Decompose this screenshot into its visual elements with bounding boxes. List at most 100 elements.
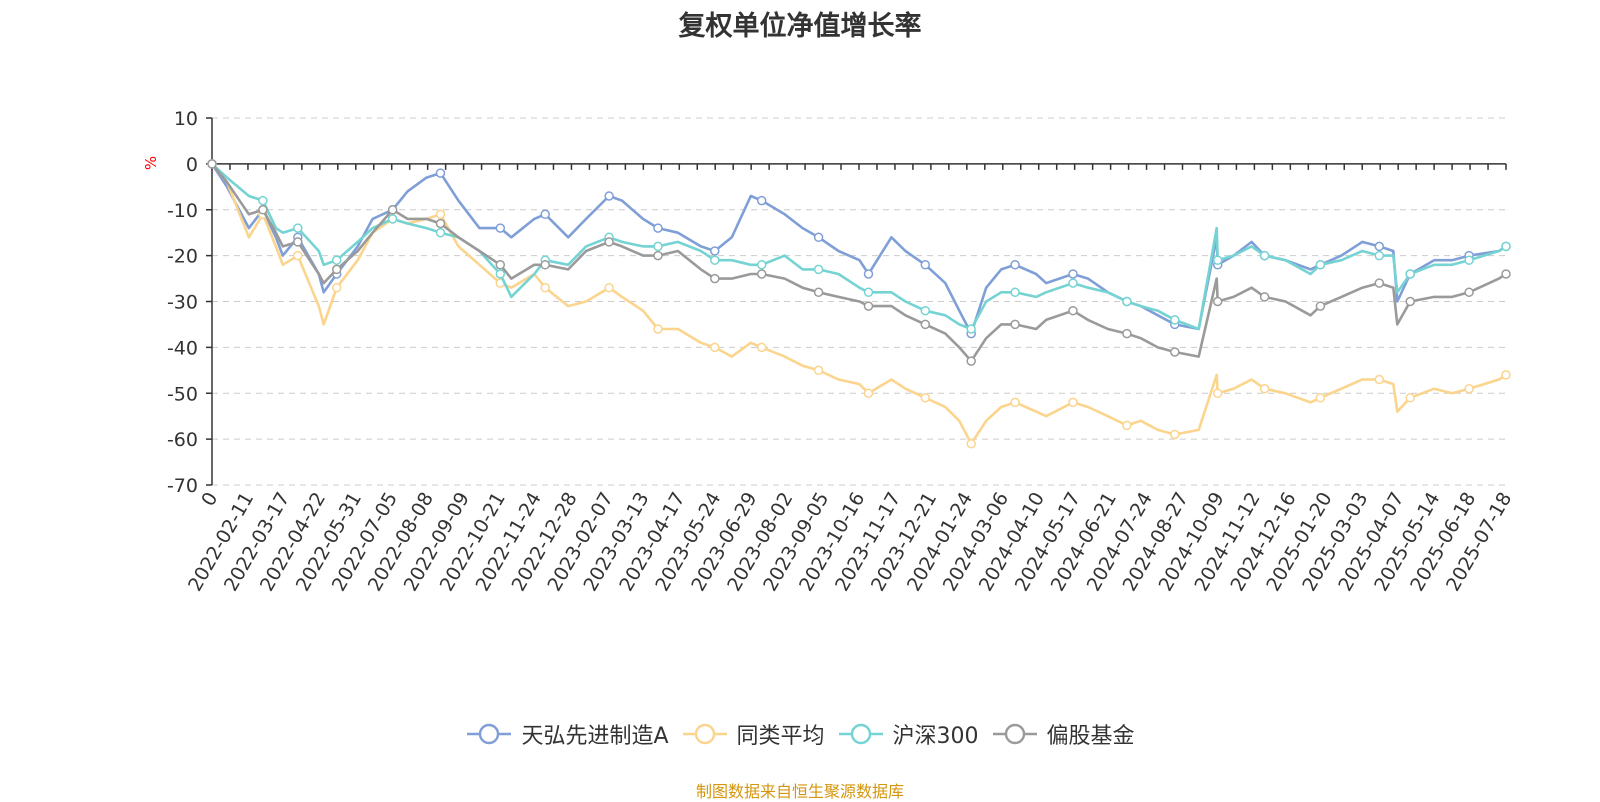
data-point: [966, 438, 976, 449]
data-point: [1068, 269, 1078, 279]
data-point: [604, 237, 614, 247]
data-point: [604, 191, 614, 201]
data-point: [1010, 287, 1020, 298]
y-tick-label: -50: [167, 383, 198, 405]
data-point: [1259, 250, 1270, 261]
data-point: [1374, 374, 1385, 385]
data-point: [1315, 301, 1326, 311]
legend-label: 偏股基金: [1046, 724, 1135, 749]
data-point: [756, 195, 767, 206]
data-point: [495, 260, 506, 270]
data-point: [435, 168, 446, 178]
data-point: [1170, 429, 1180, 440]
data-point: [293, 237, 303, 247]
series-line: [210, 163, 1507, 363]
data-point: [1068, 305, 1078, 316]
data-point: [1501, 241, 1511, 252]
data-point: [920, 260, 931, 270]
legend-label: 天弘先进制造A: [521, 724, 669, 749]
y-tick-label: -40: [167, 337, 198, 359]
data-point: [1122, 420, 1132, 431]
data-point: [966, 324, 976, 334]
data-point: [435, 227, 446, 238]
data-point: [653, 241, 663, 252]
legend-item[interactable]: 同类平均: [681, 718, 825, 750]
legend-line-marker-icon: [682, 723, 727, 745]
y-tick-label: -20: [167, 246, 198, 268]
y-tick-label: -30: [167, 292, 198, 314]
data-point: [813, 264, 824, 275]
data-point: [1405, 269, 1415, 279]
data-point: [1068, 278, 1078, 288]
data-point: [813, 232, 824, 243]
series-3: [207, 159, 1511, 366]
y-tick-label: -10: [167, 200, 198, 222]
data-point: [653, 223, 663, 233]
data-point: [756, 269, 767, 279]
legend-label: 沪深300: [892, 724, 979, 749]
data-point: [710, 246, 720, 256]
data-point: [293, 223, 303, 233]
data-point: [653, 324, 663, 334]
legend-line-marker-icon: [992, 723, 1037, 745]
data-point: [387, 205, 398, 215]
data-point: [1315, 260, 1326, 270]
data-point: [207, 159, 217, 169]
data-point: [1464, 383, 1474, 394]
series-lines: [207, 159, 1511, 449]
legend-item[interactable]: 偏股基金: [991, 718, 1135, 750]
legend: 天弘先进制造A 同类平均 沪深300 偏股基金: [0, 718, 1600, 750]
data-point: [495, 269, 506, 279]
data-point: [540, 260, 550, 270]
data-point: [1405, 393, 1415, 403]
axes: 100-10-20-30-40-50-60-7002022-02-112022-…: [167, 108, 1516, 595]
data-point: [813, 365, 824, 376]
data-point: [435, 218, 446, 229]
data-point: [1464, 287, 1474, 298]
data-point: [258, 205, 268, 215]
data-point: [1212, 388, 1223, 399]
data-point: [540, 209, 550, 220]
data-point: [920, 305, 931, 316]
data-point: [1010, 319, 1020, 330]
data-point: [1170, 347, 1180, 357]
data-point: [1374, 250, 1385, 261]
y-axis-unit-label: %: [142, 156, 160, 170]
data-point: [653, 250, 663, 261]
legend-line-marker-icon: [467, 723, 512, 745]
legend-label: 同类平均: [736, 724, 825, 749]
data-point: [331, 264, 342, 275]
y-tick-label: 0: [186, 154, 198, 176]
grid-lines: [212, 117, 1506, 486]
data-point: [863, 287, 874, 298]
data-point: [1501, 269, 1511, 279]
data-point: [920, 393, 931, 403]
chart-title: 复权单位净值增长率: [678, 11, 922, 42]
data-point: [710, 255, 720, 265]
data-point: [435, 209, 446, 220]
data-point: [966, 356, 976, 366]
source-note: 制图数据来自恒生聚源数据库: [695, 782, 904, 801]
data-point: [495, 223, 506, 233]
data-point: [813, 287, 824, 298]
data-point: [1259, 383, 1270, 394]
series-2: [207, 159, 1511, 334]
data-point: [1170, 315, 1180, 325]
data-point: [331, 282, 342, 293]
data-point: [1464, 255, 1474, 265]
data-point: [1501, 370, 1511, 380]
data-point: [1315, 393, 1326, 403]
data-point: [1405, 296, 1415, 307]
data-point: [920, 319, 931, 330]
series-line: [210, 163, 1507, 335]
legend-item[interactable]: 沪深300: [837, 718, 979, 750]
data-point: [756, 260, 767, 270]
data-point: [863, 301, 874, 311]
data-point: [1122, 296, 1132, 307]
series-line: [211, 162, 1507, 331]
x-tick-label: 0: [197, 489, 222, 510]
data-point: [756, 342, 767, 353]
chart-area: 100-10-20-30-40-50-60-7002022-02-112022-…: [142, 108, 1516, 595]
legend-item[interactable]: 天弘先进制造A: [465, 718, 669, 750]
data-point: [1122, 328, 1132, 339]
